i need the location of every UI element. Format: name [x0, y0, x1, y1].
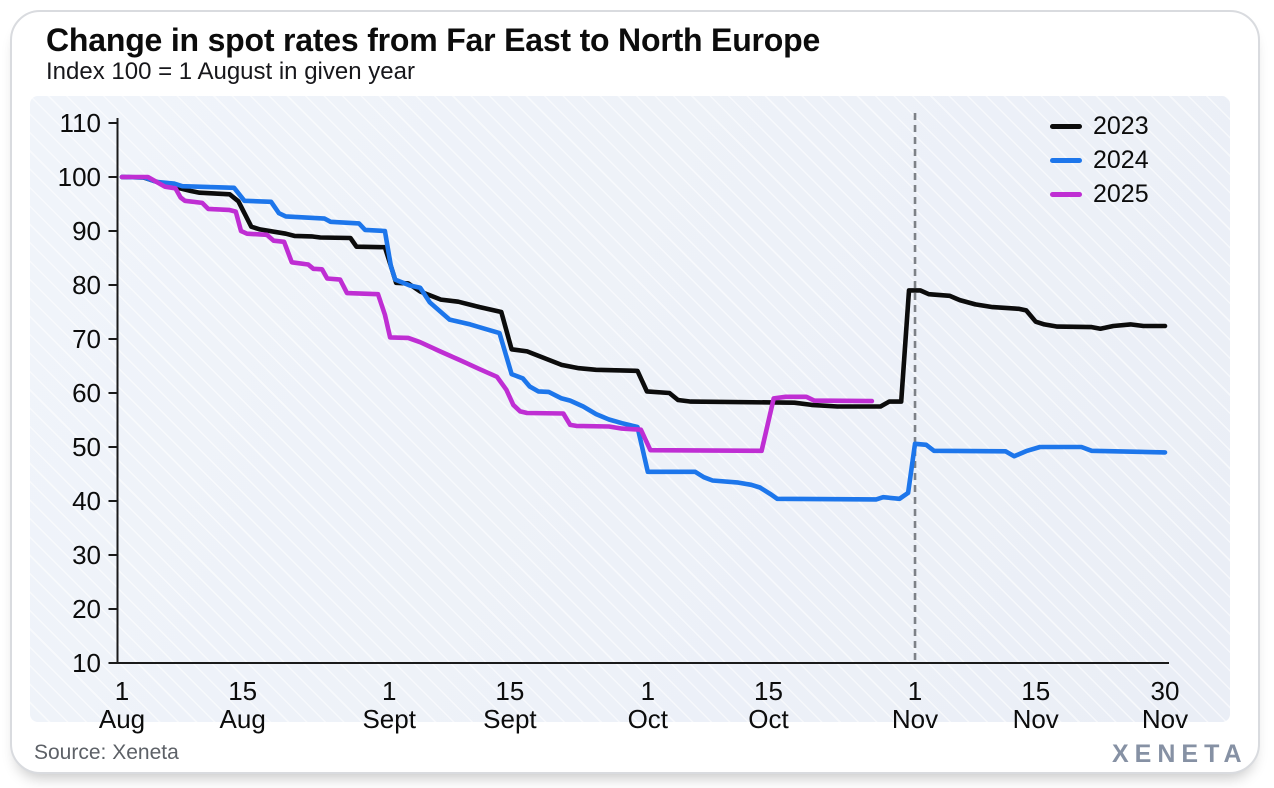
xeneta-logo: XENETA: [1112, 740, 1248, 768]
legend-swatch-2024: [1050, 157, 1082, 163]
chart-title: Change in spot rates from Far East to No…: [46, 22, 821, 58]
y-tick-label: 40: [72, 486, 101, 516]
x-tick-label-day: 1: [115, 676, 129, 706]
legend-swatch-2023: [1050, 123, 1082, 129]
x-tick-label-month: Sept: [483, 704, 537, 734]
legend: 2023 2024 2025: [1050, 109, 1149, 211]
x-tick-label-month: Sept: [362, 704, 416, 734]
y-tick-label: 100: [58, 162, 101, 192]
x-tick-label-day: 1: [641, 676, 655, 706]
y-tick-label: 70: [72, 324, 101, 354]
y-tick-label: 30: [72, 540, 101, 570]
x-tick-label-month: Nov: [1013, 704, 1059, 734]
series-line-2023: [119, 174, 1168, 409]
x-tick-label-day: 15: [228, 676, 257, 706]
legend-label: 2023: [1093, 112, 1149, 140]
x-tick-label-month: Aug: [220, 704, 266, 734]
y-tick-label: 110: [60, 108, 101, 138]
x-tick-label-month: Nov: [892, 704, 938, 734]
plot-panel: [30, 96, 1230, 722]
y-tick-label: 90: [72, 216, 101, 246]
y-axis-ticks: 10 20 30 40 50 60 70 80 90 100 110: [58, 108, 118, 678]
x-tick-label-day: 15: [495, 676, 524, 706]
chart-subtitle: Index 100 = 1 August in given year: [46, 58, 415, 85]
y-tick-label: 80: [72, 270, 101, 300]
legend-label: 2025: [1093, 180, 1149, 208]
source-note: Source: Xeneta: [34, 741, 179, 764]
legend-label: 2024: [1093, 146, 1149, 174]
x-tick-label-month: Nov: [1142, 704, 1188, 734]
legend-item-2024: 2024: [1050, 143, 1149, 177]
y-tick-label: 60: [72, 378, 101, 408]
x-tick-label-month: Oct: [628, 704, 669, 734]
x-tick-label-day: 15: [1021, 676, 1050, 706]
x-tick-label-day: 1: [908, 676, 922, 706]
axes: [116, 118, 1169, 664]
legend-swatch-2025: [1050, 191, 1082, 197]
x-tick-label-month: Aug: [99, 704, 145, 734]
series-line-2025: [119, 174, 875, 454]
y-tick-label: 20: [72, 594, 101, 624]
x-axis-ticks: 1Aug15Aug1Sept15Sept1Oct15Oct1Nov15Nov30…: [99, 676, 1188, 734]
legend-item-2025: 2025: [1050, 177, 1149, 211]
x-tick-label-day: 15: [754, 676, 783, 706]
series-line-2024: [119, 174, 1168, 502]
x-tick-label-month: Oct: [748, 704, 789, 734]
y-tick-label: 10: [72, 648, 101, 678]
x-tick-label-day: 1: [382, 676, 396, 706]
legend-item-2023: 2023: [1050, 109, 1149, 143]
y-tick-label: 50: [72, 432, 101, 462]
x-tick-label-day: 30: [1151, 676, 1180, 706]
